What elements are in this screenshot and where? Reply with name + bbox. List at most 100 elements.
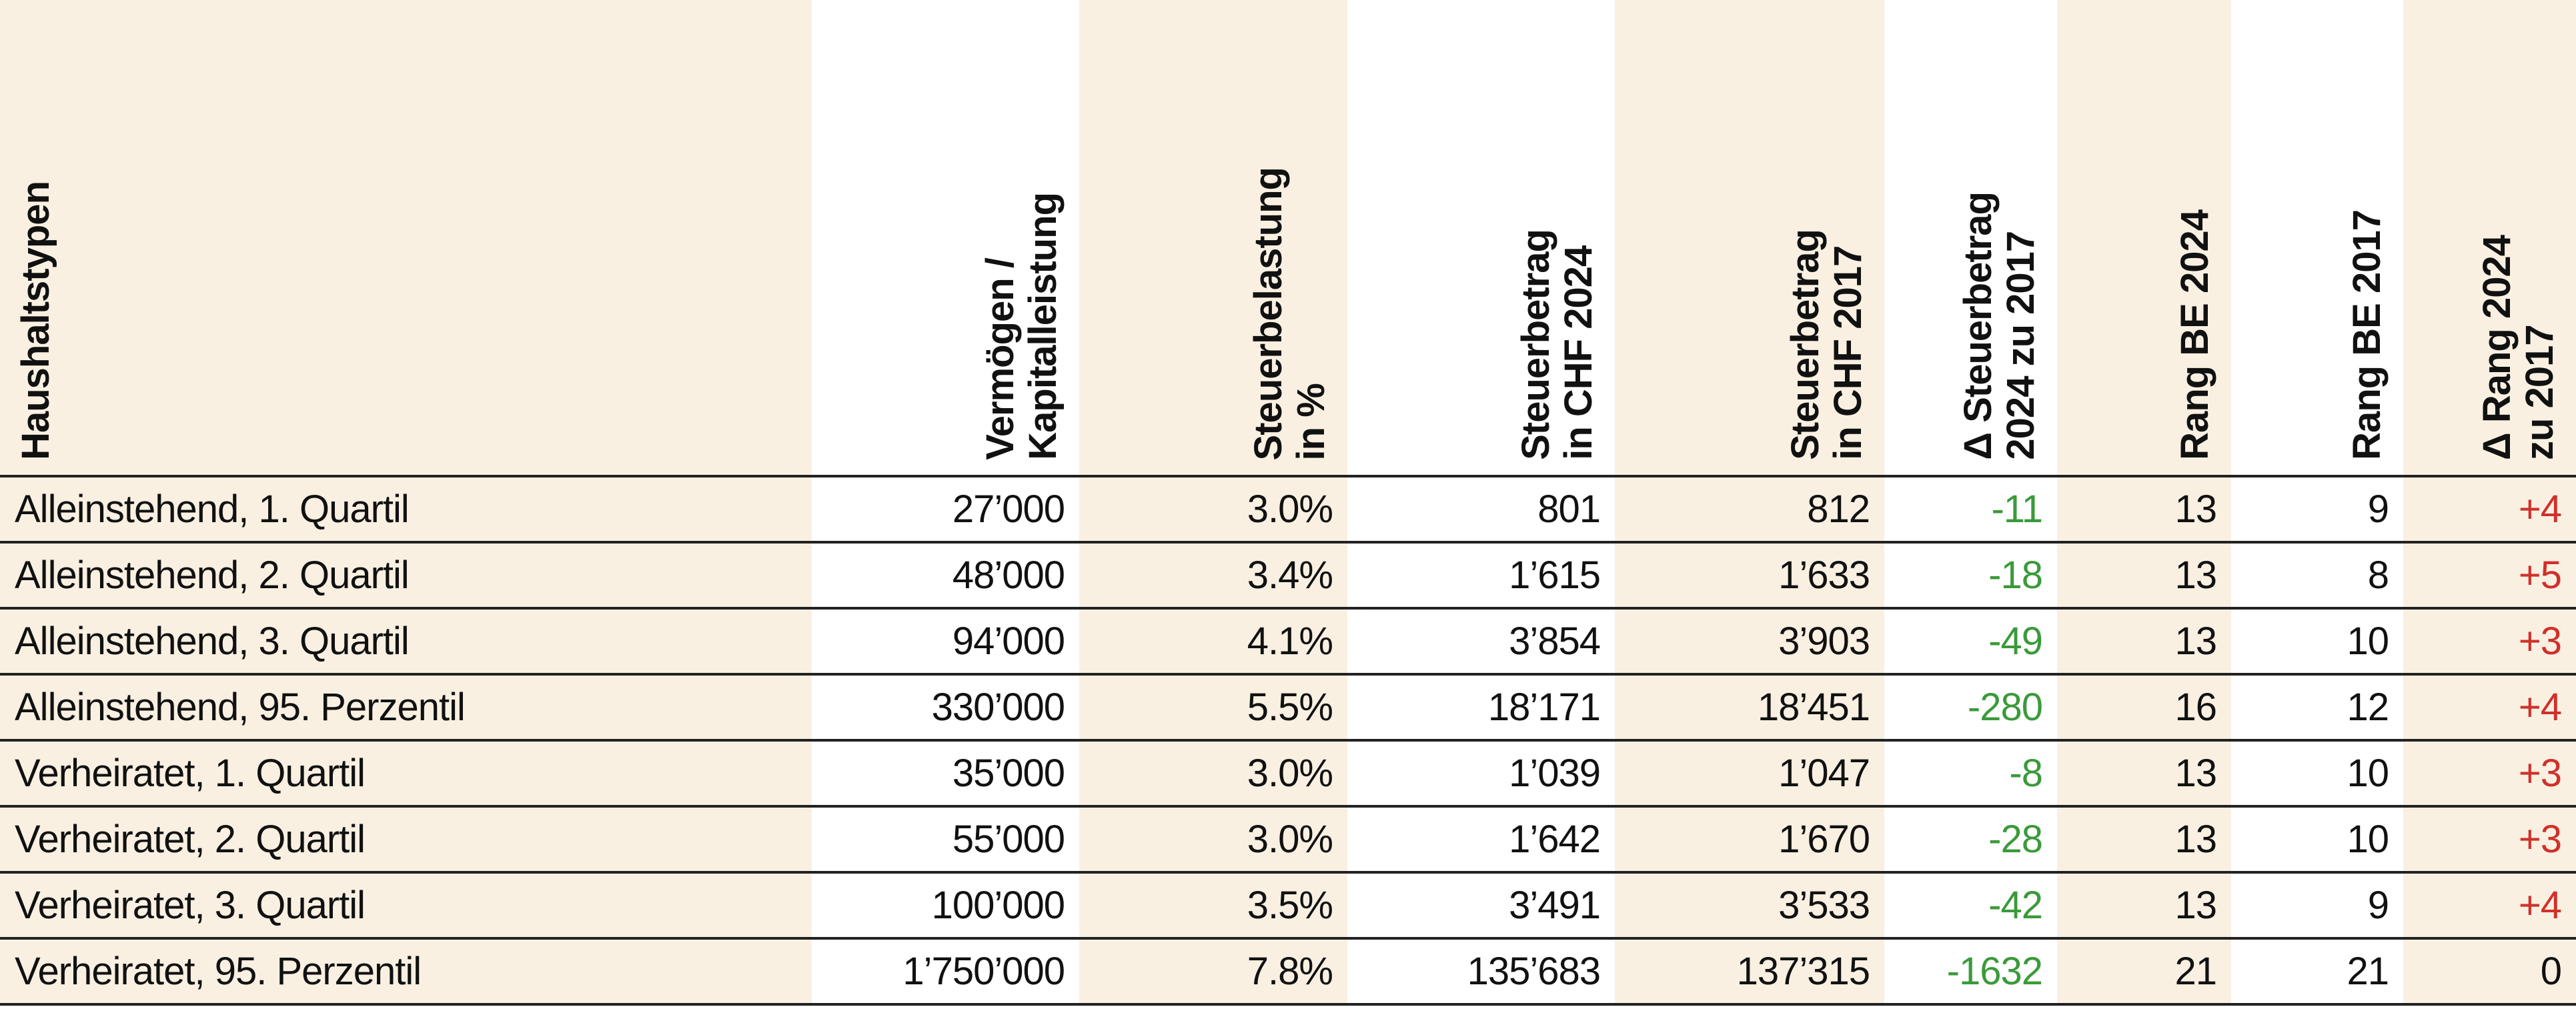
cell-tax-delta: -49: [1884, 608, 2057, 676]
cell-tax-2017: 137’315: [1615, 938, 1884, 1006]
cell-rank-delta: +4: [2403, 872, 2576, 940]
cell-tax-2024: 3’854: [1347, 608, 1615, 676]
header-line: in CHF 2024: [1557, 246, 1600, 460]
column-header-tax-2024: Steuerbetrag in CHF 2024: [1347, 0, 1615, 477]
cell-household-type: Alleinstehend, 1. Quartil: [0, 476, 812, 544]
header-line: zu 2017: [2518, 325, 2561, 460]
cell-household-type: Alleinstehend, 3. Quartil: [0, 608, 812, 676]
cell-tax-burden: 3.5%: [1079, 872, 1347, 940]
cell-rank-2024: 13: [2057, 740, 2231, 808]
header-line: Steuerbelastung: [1247, 167, 1290, 460]
cell-tax-burden: 7.8%: [1079, 938, 1347, 1006]
cell-rank-2017: 10: [2231, 806, 2403, 874]
column-header-tax-delta: Δ Steuerbetrag 2024 zu 2017: [1884, 0, 2057, 477]
cell-assets: 100’000: [812, 872, 1079, 940]
cell-tax-2024: 135’683: [1347, 938, 1615, 1006]
cell-rank-2017: 9: [2231, 476, 2403, 544]
cell-rank-delta: +5: [2403, 542, 2576, 610]
cell-household-type: Verheiratet, 2. Quartil: [0, 806, 812, 874]
cell-tax-delta: -280: [1884, 674, 2057, 742]
cell-rank-2024: 13: [2057, 872, 2231, 940]
cell-tax-2024: 3’491: [1347, 872, 1615, 940]
header-line: 2024 zu 2017: [1999, 231, 2042, 460]
column-header-tax-2017: Steuerbetrag in CHF 2017: [1615, 0, 1884, 477]
cell-rank-2024: 16: [2057, 674, 2231, 742]
cell-tax-2017: 1’670: [1615, 806, 1884, 874]
cell-household-type: Alleinstehend, 95. Perzentil: [0, 674, 812, 742]
cell-tax-burden: 4.1%: [1079, 608, 1347, 676]
header-line: Haushaltstypen: [14, 181, 57, 460]
cell-tax-delta: -8: [1884, 740, 2057, 808]
table-row: Alleinstehend, 2. Quartil 48’000 3.4% 1’615…: [0, 542, 2576, 610]
cell-tax-2017: 3’903: [1615, 608, 1884, 676]
header-line: Δ Steuerbetrag: [1956, 192, 2000, 460]
cell-household-type: Verheiratet, 95. Perzentil: [0, 938, 812, 1006]
column-header-assets: Vermögen / Kapitalleistung: [812, 0, 1079, 477]
header-line: in %: [1289, 383, 1333, 460]
header-line: Δ Rang 2024: [2475, 235, 2519, 460]
cell-tax-2017: 18’451: [1615, 674, 1884, 742]
table-row: Verheiratet, 2. Quartil 55’000 3.0% 1’642 1’…: [0, 806, 2576, 874]
cell-tax-delta: -11: [1884, 476, 2057, 544]
cell-assets: 94’000: [812, 608, 1079, 676]
header-line: Kapitalleistung: [1021, 193, 1065, 460]
cell-tax-2017: 3’533: [1615, 872, 1884, 940]
cell-tax-2024: 1’615: [1347, 542, 1615, 610]
cell-rank-2017: 10: [2231, 608, 2403, 676]
table-row: Verheiratet, 95. Perzentil 1’750’000 7.8% 1…: [0, 938, 2576, 1006]
cell-assets: 27’000: [812, 476, 1079, 544]
cell-tax-2017: 1’047: [1615, 740, 1884, 808]
cell-tax-delta: -28: [1884, 806, 2057, 874]
cell-rank-2024: 13: [2057, 608, 2231, 676]
cell-assets: 55’000: [812, 806, 1079, 874]
cell-tax-2017: 812: [1615, 476, 1884, 544]
cell-rank-delta: +4: [2403, 674, 2576, 742]
column-header-rank-delta: Δ Rang 2024 zu 2017: [2403, 0, 2576, 477]
cell-tax-burden: 3.0%: [1079, 740, 1347, 808]
table-row: Alleinstehend, 95. Perzentil 330’000 5.5% 1…: [0, 674, 2576, 742]
cell-tax-burden: 3.0%: [1079, 476, 1347, 544]
cell-rank-2017: 10: [2231, 740, 2403, 808]
cell-rank-delta: +4: [2403, 476, 2576, 544]
cell-household-type: Alleinstehend, 2. Quartil: [0, 542, 812, 610]
cell-rank-delta: 0: [2403, 938, 2576, 1006]
header-line: in CHF 2017: [1826, 246, 1870, 460]
cell-tax-burden: 3.4%: [1079, 542, 1347, 610]
cell-tax-2024: 801: [1347, 476, 1615, 544]
cell-rank-2024: 21: [2057, 938, 2231, 1006]
cell-rank-2024: 13: [2057, 476, 2231, 544]
cell-tax-delta: -42: [1884, 872, 2057, 940]
cell-tax-2024: 1’039: [1347, 740, 1615, 808]
cell-assets: 48’000: [812, 542, 1079, 610]
cell-tax-burden: 5.5%: [1079, 674, 1347, 742]
cell-tax-burden: 3.0%: [1079, 806, 1347, 874]
cell-rank-2017: 9: [2231, 872, 2403, 940]
column-header-tax-burden: Steuerbelastung in %: [1079, 0, 1347, 477]
table-row: Alleinstehend, 1. Quartil 27’000 3.0% 801 81…: [0, 476, 2576, 544]
cell-rank-2017: 12: [2231, 674, 2403, 742]
cell-assets: 1’750’000: [812, 938, 1079, 1006]
header-row: Haushaltstypen Vermögen / Kapitalleistung S…: [0, 0, 2576, 477]
cell-rank-2024: 13: [2057, 542, 2231, 610]
cell-assets: 330’000: [812, 674, 1079, 742]
column-header-household-type: Haushaltstypen: [0, 0, 812, 477]
header-line: Steuerbetrag: [1514, 229, 1557, 460]
header-line: Rang BE 2017: [2345, 210, 2389, 460]
cell-assets: 35’000: [812, 740, 1079, 808]
header-line: Steuerbetrag: [1784, 229, 1827, 460]
column-header-rank-2017: Rang BE 2017: [2231, 0, 2403, 477]
cell-rank-2017: 8: [2231, 542, 2403, 610]
cell-rank-2024: 13: [2057, 806, 2231, 874]
header-line: Vermögen /: [979, 258, 1022, 460]
cell-tax-2024: 18’171: [1347, 674, 1615, 742]
table-row: Alleinstehend, 3. Quartil 94’000 4.1% 3’854…: [0, 608, 2576, 676]
header-line: Rang BE 2024: [2173, 210, 2216, 460]
cell-rank-delta: +3: [2403, 740, 2576, 808]
cell-household-type: Verheiratet, 3. Quartil: [0, 872, 812, 940]
cell-tax-2017: 1’633: [1615, 542, 1884, 610]
cell-rank-delta: +3: [2403, 806, 2576, 874]
cell-tax-delta: -1632: [1884, 938, 2057, 1006]
column-header-rank-2024: Rang BE 2024: [2057, 0, 2231, 477]
cell-rank-2017: 21: [2231, 938, 2403, 1006]
